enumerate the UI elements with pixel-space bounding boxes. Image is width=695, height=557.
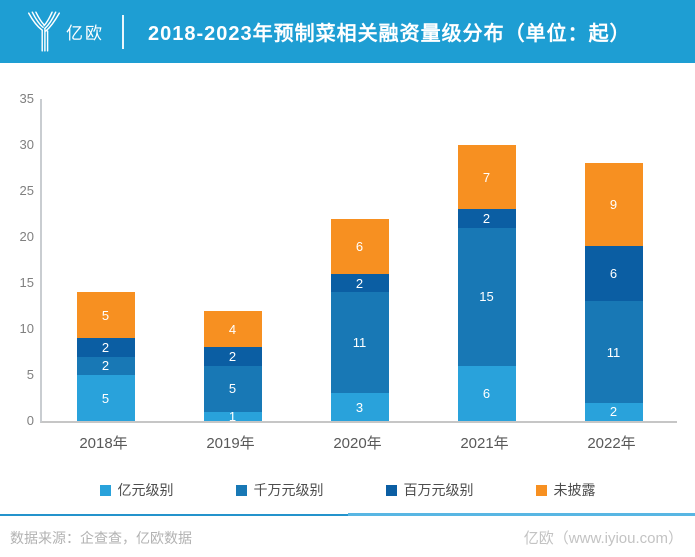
bar-segment-百万元级别: 6 [584,246,643,302]
bar-value-label: 6 [355,238,364,254]
bar-segment-千万元级别: 5 [203,365,262,412]
bar-segment-未披露: 9 [584,163,643,247]
bar-value-label: 2 [482,211,491,227]
y-axis-tick-label: 35 [19,91,34,106]
legend-label: 百万元级别 [403,482,474,498]
x-axis-label: 2022年 [587,435,636,452]
bar-segment-百万元级别: 2 [76,338,135,357]
bar-slot-2018年: 5 2 2 5 [42,99,169,421]
bar-value-label: 4 [228,321,237,337]
bar-segment-千万元级别: 2 [76,356,135,375]
bar-value-label: 2 [228,349,237,365]
bars-container: 5 2 2 5 1 5 2 4 3 11 2 6 6 15 2 7 2 11 6 9 [42,99,677,424]
brand-logo-text: 亿欧 [66,24,104,43]
x-axis-label: 2021年 [460,435,509,452]
stacked-bar-2021年: 6 15 2 7 [457,145,516,421]
legend-swatch-icon [235,484,247,496]
bar-slot-2020年: 3 11 2 6 [296,99,423,421]
bar-slot-2021年: 6 15 2 7 [423,99,550,421]
plot-area: 0 5 10 15 20 25 30 35 5 2 2 5 1 5 2 4 3 11 2 6 6 15 2 7 2 11 6 9 [20,91,677,428]
bar-segment-千万元级别: 11 [584,301,643,403]
bar-segment-亿元级别: 5 [76,375,135,421]
x-axis-label: 2019年 [206,435,255,452]
footer-text-row: 数据来源：企查查，亿欧数据 亿欧（www.iyiou.com） [0,516,695,548]
legend-item-千万元级别: 千万元级别 [235,480,324,500]
bar-value-label: 15 [479,289,494,305]
y-axis-tick-label: 5 [26,367,34,382]
bar-segment-百万元级别: 2 [330,273,389,293]
legend-item-未披露: 未披露 [535,480,596,500]
footer-divider [0,513,695,516]
bar-value-label: 11 [606,344,621,360]
bar-value-label: 7 [482,169,491,185]
bar-value-label: 1 [228,408,237,424]
bar-segment-百万元级别: 2 [203,347,262,366]
x-axis-label: 2018年 [79,435,128,452]
bar-segment-未披露: 4 [203,310,262,348]
brand-logo: 亿欧 [26,10,104,53]
bar-segment-亿元级别: 1 [203,408,262,424]
chart-title: 2018-2023年预制菜相关融资量级分布（单位：起） [148,23,631,45]
bar-value-label: 6 [482,385,491,401]
legend-swatch-icon [385,484,397,496]
stacked-bar-2018年: 5 2 2 5 [76,292,135,421]
legend-label: 未披露 [553,482,596,498]
bar-value-label: 3 [355,399,364,415]
brand-url-text: 亿欧（www.iyiou.com） [523,530,683,547]
bar-value-label: 5 [101,390,110,406]
stacked-bar-2020年: 3 11 2 6 [330,218,389,421]
stacked-bar-2022年: 2 11 6 9 [584,163,643,421]
yiou-logo-icon [27,10,61,52]
bar-value-label: 5 [101,307,110,323]
bar-value-label: 9 [609,197,618,213]
bar-segment-未披露: 5 [76,292,135,339]
x-axis: 2018年 2019年 2020年 2021年 2022年 [40,432,675,453]
x-axis-label: 2020年 [333,435,382,452]
data-source-text: 数据来源：企查查，亿欧数据 [10,529,192,546]
footer: 数据来源：企查查，亿欧数据 亿欧（www.iyiou.com） [0,513,695,548]
chart-legend: 亿元级别 千万元级别 百万元级别 未披露 [0,480,695,500]
bar-segment-千万元级别: 15 [457,227,516,366]
y-axis-tick-label: 15 [19,275,34,290]
legend-item-百万元级别: 百万元级别 [385,480,474,500]
y-axis-tick-label: 10 [19,321,34,336]
y-axis-tick-label: 20 [19,229,34,244]
header-banner: 亿欧 2018-2023年预制菜相关融资量级分布（单位：起） [0,0,695,63]
bar-segment-百万元级别: 2 [457,209,516,228]
bar-value-label: 11 [352,335,367,351]
legend-item-亿元级别: 亿元级别 [99,480,174,500]
bar-value-label: 6 [609,266,618,282]
bar-segment-亿元级别: 6 [457,365,516,421]
footer-divider-left [0,514,348,516]
legend-swatch-icon [99,484,111,496]
bar-value-label: 2 [101,358,110,374]
bar-segment-亿元级别: 2 [584,402,643,421]
bar-segment-未披露: 6 [330,218,389,274]
footer-divider-right [347,513,695,516]
legend-swatch-icon [535,484,547,496]
bar-value-label: 2 [355,275,364,291]
chart-area: 0 5 10 15 20 25 30 35 5 2 2 5 1 5 2 4 3 11 2 6 6 15 2 7 2 11 6 9 2… [0,63,695,500]
bar-segment-亿元级别: 3 [330,393,389,421]
legend-label: 千万元级别 [253,482,324,498]
bar-value-label: 2 [101,339,110,355]
bar-value-label: 2 [609,404,618,420]
bar-segment-未披露: 7 [457,145,516,210]
bar-value-label: 5 [228,381,237,397]
header-divider [122,14,124,49]
bar-segment-千万元级别: 11 [330,292,389,394]
legend-label: 亿元级别 [117,482,174,498]
y-axis-tick-label: 25 [19,183,34,198]
bar-slot-2022年: 2 11 6 9 [550,99,677,421]
y-axis-tick-label: 0 [26,413,34,428]
y-axis-tick-label: 30 [19,137,34,152]
